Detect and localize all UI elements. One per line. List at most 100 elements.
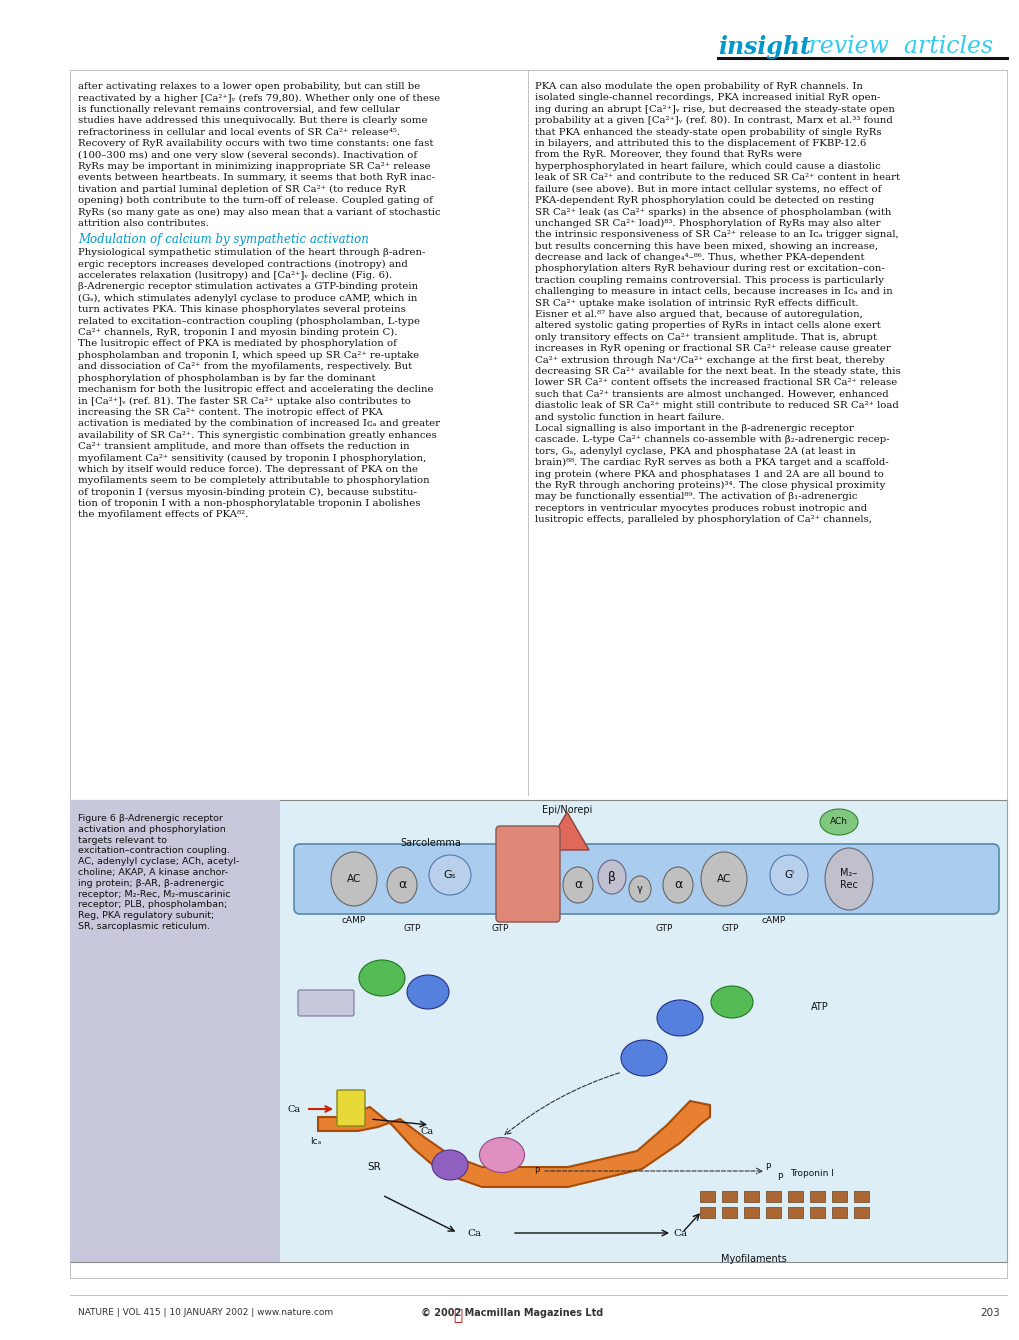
Ellipse shape [432,1150,468,1181]
Text: (Gₛ), which stimulates adenylyl cyclase to produce cAMP, which in: (Gₛ), which stimulates adenylyl cyclase … [77,293,417,303]
Text: receptors in ventricular myocytes produces robust inotropic and: receptors in ventricular myocytes produc… [535,504,866,513]
Text: SR: SR [367,1162,380,1172]
Text: Reg: Reg [721,997,741,1006]
Text: diastolic leak of SR Ca²⁺ might still contribute to reduced SR Ca²⁺ load: diastolic leak of SR Ca²⁺ might still co… [535,401,898,410]
FancyBboxPatch shape [298,990,354,1016]
Text: tors, Gₛ, adenylyl cyclase, PKA and phosphatase 2A (at least in: tors, Gₛ, adenylyl cyclase, PKA and phos… [535,446,855,456]
Text: PLB: PLB [492,1150,512,1160]
Text: ing during an abrupt [Ca²⁺]ᵥ rise, but decreased the steady-state open: ing during an abrupt [Ca²⁺]ᵥ rise, but d… [535,105,894,114]
Text: activation is mediated by the combination of increased Iᴄₐ and greater: activation is mediated by the combinatio… [77,419,439,429]
Text: GTP: GTP [491,925,508,933]
Text: α: α [574,879,582,891]
Text: and systolic function in heart failure.: and systolic function in heart failure. [535,413,723,422]
Text: M₂–
Rec: M₂– Rec [840,868,857,890]
Text: ergic receptors increases developed contractions (inotropy) and: ergic receptors increases developed cont… [77,260,408,269]
Ellipse shape [479,1138,524,1172]
Text: only transitory effects on Ca²⁺ transient amplitude. That is, abrupt: only transitory effects on Ca²⁺ transien… [535,332,876,342]
Text: challenging to measure in intact cells, because increases in Iᴄₐ and in: challenging to measure in intact cells, … [535,287,892,296]
Text: phospholamban and troponin I, which speed up SR Ca²⁺ re-uptake: phospholamban and troponin I, which spee… [77,351,419,360]
Text: events between heartbeats. In summary, it seems that both RyR inac-: events between heartbeats. In summary, i… [77,173,434,182]
Text: The lusitropic effect of PKA is mediated by phosphorylation of: The lusitropic effect of PKA is mediated… [77,339,396,348]
Text: unchanged SR Ca²⁺ load)⁸³. Phosphorylation of RyRs may also alter: unchanged SR Ca²⁺ load)⁸³. Phosphorylati… [535,218,879,228]
Text: RyRs may be important in minimizing inappropriate SR Ca²⁺ release: RyRs may be important in minimizing inap… [77,162,430,170]
Text: which by itself would reduce force). The depressant of PKA on the: which by itself would reduce force). The… [77,465,418,474]
Text: Ca²⁺ channels, RyR, troponin I and myosin binding protein C).: Ca²⁺ channels, RyR, troponin I and myosi… [77,328,397,338]
Text: Ⓜ: Ⓜ [453,1308,462,1323]
Text: Ca: Ca [287,1104,301,1114]
Text: availability of SR Ca²⁺. This synergistic combination greatly enhances: availability of SR Ca²⁺. This synergisti… [77,430,436,440]
Text: review  articles: review articles [800,35,993,58]
FancyBboxPatch shape [495,825,559,922]
Text: ing protein (where PKA and phosphatases 1 and 2A are all bound to: ing protein (where PKA and phosphatases … [535,469,883,478]
Polygon shape [544,812,588,850]
Text: cAMP: cAMP [341,917,366,925]
Bar [809,1207,824,1218]
Ellipse shape [621,1040,666,1076]
FancyBboxPatch shape [336,1089,365,1126]
Text: PKA: PKA [634,1053,653,1063]
Text: altered systolic gating properties of RyRs in intact cells alone exert: altered systolic gating properties of Ry… [535,322,879,331]
Text: failure (see above). But in more intact cellular systems, no effect of: failure (see above). But in more intact … [535,185,880,194]
Text: insight: insight [717,35,810,59]
Ellipse shape [597,860,626,894]
Ellipse shape [386,867,417,903]
Text: reactivated by a higher [Ca²⁺]ᵥ (refs 79,80). Whether only one of these: reactivated by a higher [Ca²⁺]ᵥ (refs 79… [77,94,439,103]
Text: Ca: Ca [420,1127,433,1135]
Text: receptor; PLB, phospholamban;: receptor; PLB, phospholamban; [77,900,227,910]
Bar [699,1207,714,1218]
Text: opening) both contribute to the turn-off of release. Coupled gating of: opening) both contribute to the turn-off… [77,196,432,205]
Text: Physiological sympathetic stimulation of the heart through β-adren-: Physiological sympathetic stimulation of… [77,248,425,257]
Text: but results concerning this have been mixed, showing an increase,: but results concerning this have been mi… [535,241,877,251]
Text: hyperphosphorylated in heart failure, which could cause a diastolic: hyperphosphorylated in heart failure, wh… [535,162,879,170]
Text: phosphorylation alters RyR behaviour during rest or excitation–con-: phosphorylation alters RyR behaviour dur… [535,264,883,273]
Text: Ca: Ca [467,1229,481,1238]
Text: lower SR Ca²⁺ content offsets the increased fractional SR Ca²⁺ release: lower SR Ca²⁺ content offsets the increa… [535,378,897,387]
Text: GTP: GTP [720,925,738,933]
Ellipse shape [629,876,650,902]
Text: Iᴄₐ: Iᴄₐ [310,1136,321,1146]
Text: myofilaments seem to be completely attributable to phosphorylation: myofilaments seem to be completely attri… [77,476,429,485]
FancyBboxPatch shape [70,800,280,1262]
Bar [765,1207,781,1218]
Text: accelerates relaxation (lusitropy) and [Ca²⁺]ᵥ decline (Fig. 6).: accelerates relaxation (lusitropy) and [… [77,271,392,280]
Text: AC, adenylyl cyclase; ACh, acetyl-: AC, adenylyl cyclase; ACh, acetyl- [77,858,239,866]
Text: such that Ca²⁺ transients are almost unchanged. However, enhanced: such that Ca²⁺ transients are almost unc… [535,390,888,399]
Bar [853,1207,868,1218]
Text: ATP: ATP [441,1160,458,1170]
Text: phosphorylation of phospholamban is by far the dominant: phosphorylation of phospholamban is by f… [77,374,375,383]
Text: AC: AC [716,874,731,884]
Text: targets relevant to: targets relevant to [77,836,167,844]
Text: ATP: ATP [810,1002,828,1012]
Text: leak of SR Ca²⁺ and contribute to the reduced SR Ca²⁺ content in heart: leak of SR Ca²⁺ and contribute to the re… [535,173,899,182]
FancyBboxPatch shape [293,844,998,914]
Ellipse shape [429,855,471,895]
Text: SR Ca²⁺ uptake make isolation of intrinsic RyR effects difficult.: SR Ca²⁺ uptake make isolation of intrins… [535,299,858,308]
Text: SR Ca²⁺ leak (as Ca²⁺ sparks) in the absence of phospholamban (with: SR Ca²⁺ leak (as Ca²⁺ sparks) in the abs… [535,208,891,217]
Text: AKAP: AKAP [313,998,338,1008]
Text: NATURE | VOL 415 | 10 JANUARY 2002 | www.nature.com: NATURE | VOL 415 | 10 JANUARY 2002 | www… [77,1308,333,1317]
Text: decrease and lack of change₄⁴–⁸⁶. Thus, whether PKA-dependent: decrease and lack of change₄⁴–⁸⁶. Thus, … [535,253,864,263]
Text: P: P [347,1119,352,1127]
FancyBboxPatch shape [70,800,1006,1262]
Text: Gₛ: Gₛ [443,870,455,880]
Text: Myofilaments: Myofilaments [720,1254,786,1264]
Text: tivation and partial luminal depletion of SR Ca²⁺ (to reduce RyR: tivation and partial luminal depletion o… [77,185,406,194]
Text: of troponin I (versus myosin-binding protein C), because substitu-: of troponin I (versus myosin-binding pro… [77,488,417,497]
Text: P: P [534,1167,539,1175]
Text: after activating relaxes to a lower open probability, but can still be: after activating relaxes to a lower open… [77,82,420,91]
Text: cAMP: cAMP [761,917,786,925]
Text: probability at a given [Ca²⁺]ᵥ (ref. 80). In contrast, Marx et al.³³ found: probability at a given [Ca²⁺]ᵥ (ref. 80)… [535,117,892,126]
Text: in bilayers, and attributed this to the displacement of FKBP-12.6: in bilayers, and attributed this to the … [535,139,865,147]
Text: and dissociation of Ca²⁺ from the myofilaments, respectively. But: and dissociation of Ca²⁺ from the myofil… [77,362,412,371]
Bar [721,1207,737,1218]
Bar [788,1207,802,1218]
Text: myofilament Ca²⁺ sensitivity (caused by troponin I phosphorylation,: myofilament Ca²⁺ sensitivity (caused by … [77,453,426,462]
Bar [809,1191,824,1202]
Text: P: P [776,1172,782,1182]
Text: β-
AR: β- AR [521,868,535,890]
Text: P: P [336,1119,341,1127]
Text: PKA: PKA [669,1013,689,1022]
Text: PKA: PKA [418,988,437,997]
Bar [765,1191,781,1202]
Bar [699,1191,714,1202]
